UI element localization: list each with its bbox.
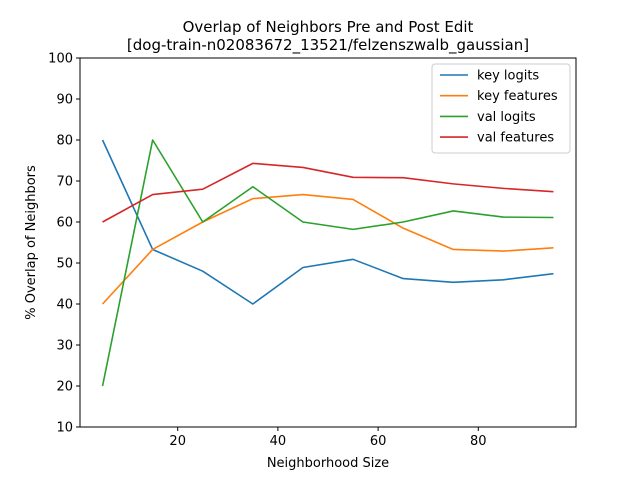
x-tick-label: 80	[470, 434, 487, 449]
y-tick-label: 70	[56, 175, 73, 190]
legend-frame	[431, 63, 571, 154]
x-axis: 20 40 60 80	[169, 427, 487, 449]
legend-label: key features	[477, 89, 558, 104]
y-tick-label: 100	[48, 52, 73, 67]
plot-frame	[79, 57, 577, 428]
chart-subtitle: [dog-train-n02083672_13521/felzenszwalb_…	[127, 36, 529, 55]
x-axis-label: Neighborhood Size	[267, 456, 389, 471]
series-line-3	[102, 162, 554, 223]
series-line-1	[101, 193, 554, 305]
y-tick-label: 80	[56, 134, 73, 149]
y-tick-label: 60	[56, 216, 73, 231]
legend-label: val logits	[477, 110, 536, 125]
y-axis: 10 20 30 40 50 60 70 80 90 100	[48, 52, 80, 436]
y-tick-label: 90	[56, 93, 73, 108]
y-tick-label: 10	[56, 421, 73, 436]
y-tick-label: 30	[56, 339, 73, 354]
y-tick-label: 50	[56, 257, 73, 272]
x-tick-label: 20	[169, 434, 186, 449]
series-layer	[101, 139, 554, 387]
y-tick-label: 20	[56, 380, 73, 395]
series-line-2	[101, 139, 554, 387]
y-axis-label: % Overlap of Neighbors	[24, 165, 39, 320]
legend-label: key logits	[477, 69, 539, 84]
series-line-0	[101, 139, 554, 305]
chart-title: Overlap of Neighbors Pre and Post Edit	[183, 18, 474, 36]
x-tick-label: 60	[370, 434, 387, 449]
y-tick-label: 40	[56, 298, 73, 313]
legend: key logits key features val logits val feat…	[431, 63, 571, 154]
legend-label: val features	[477, 131, 554, 146]
x-tick-label: 40	[270, 434, 287, 449]
